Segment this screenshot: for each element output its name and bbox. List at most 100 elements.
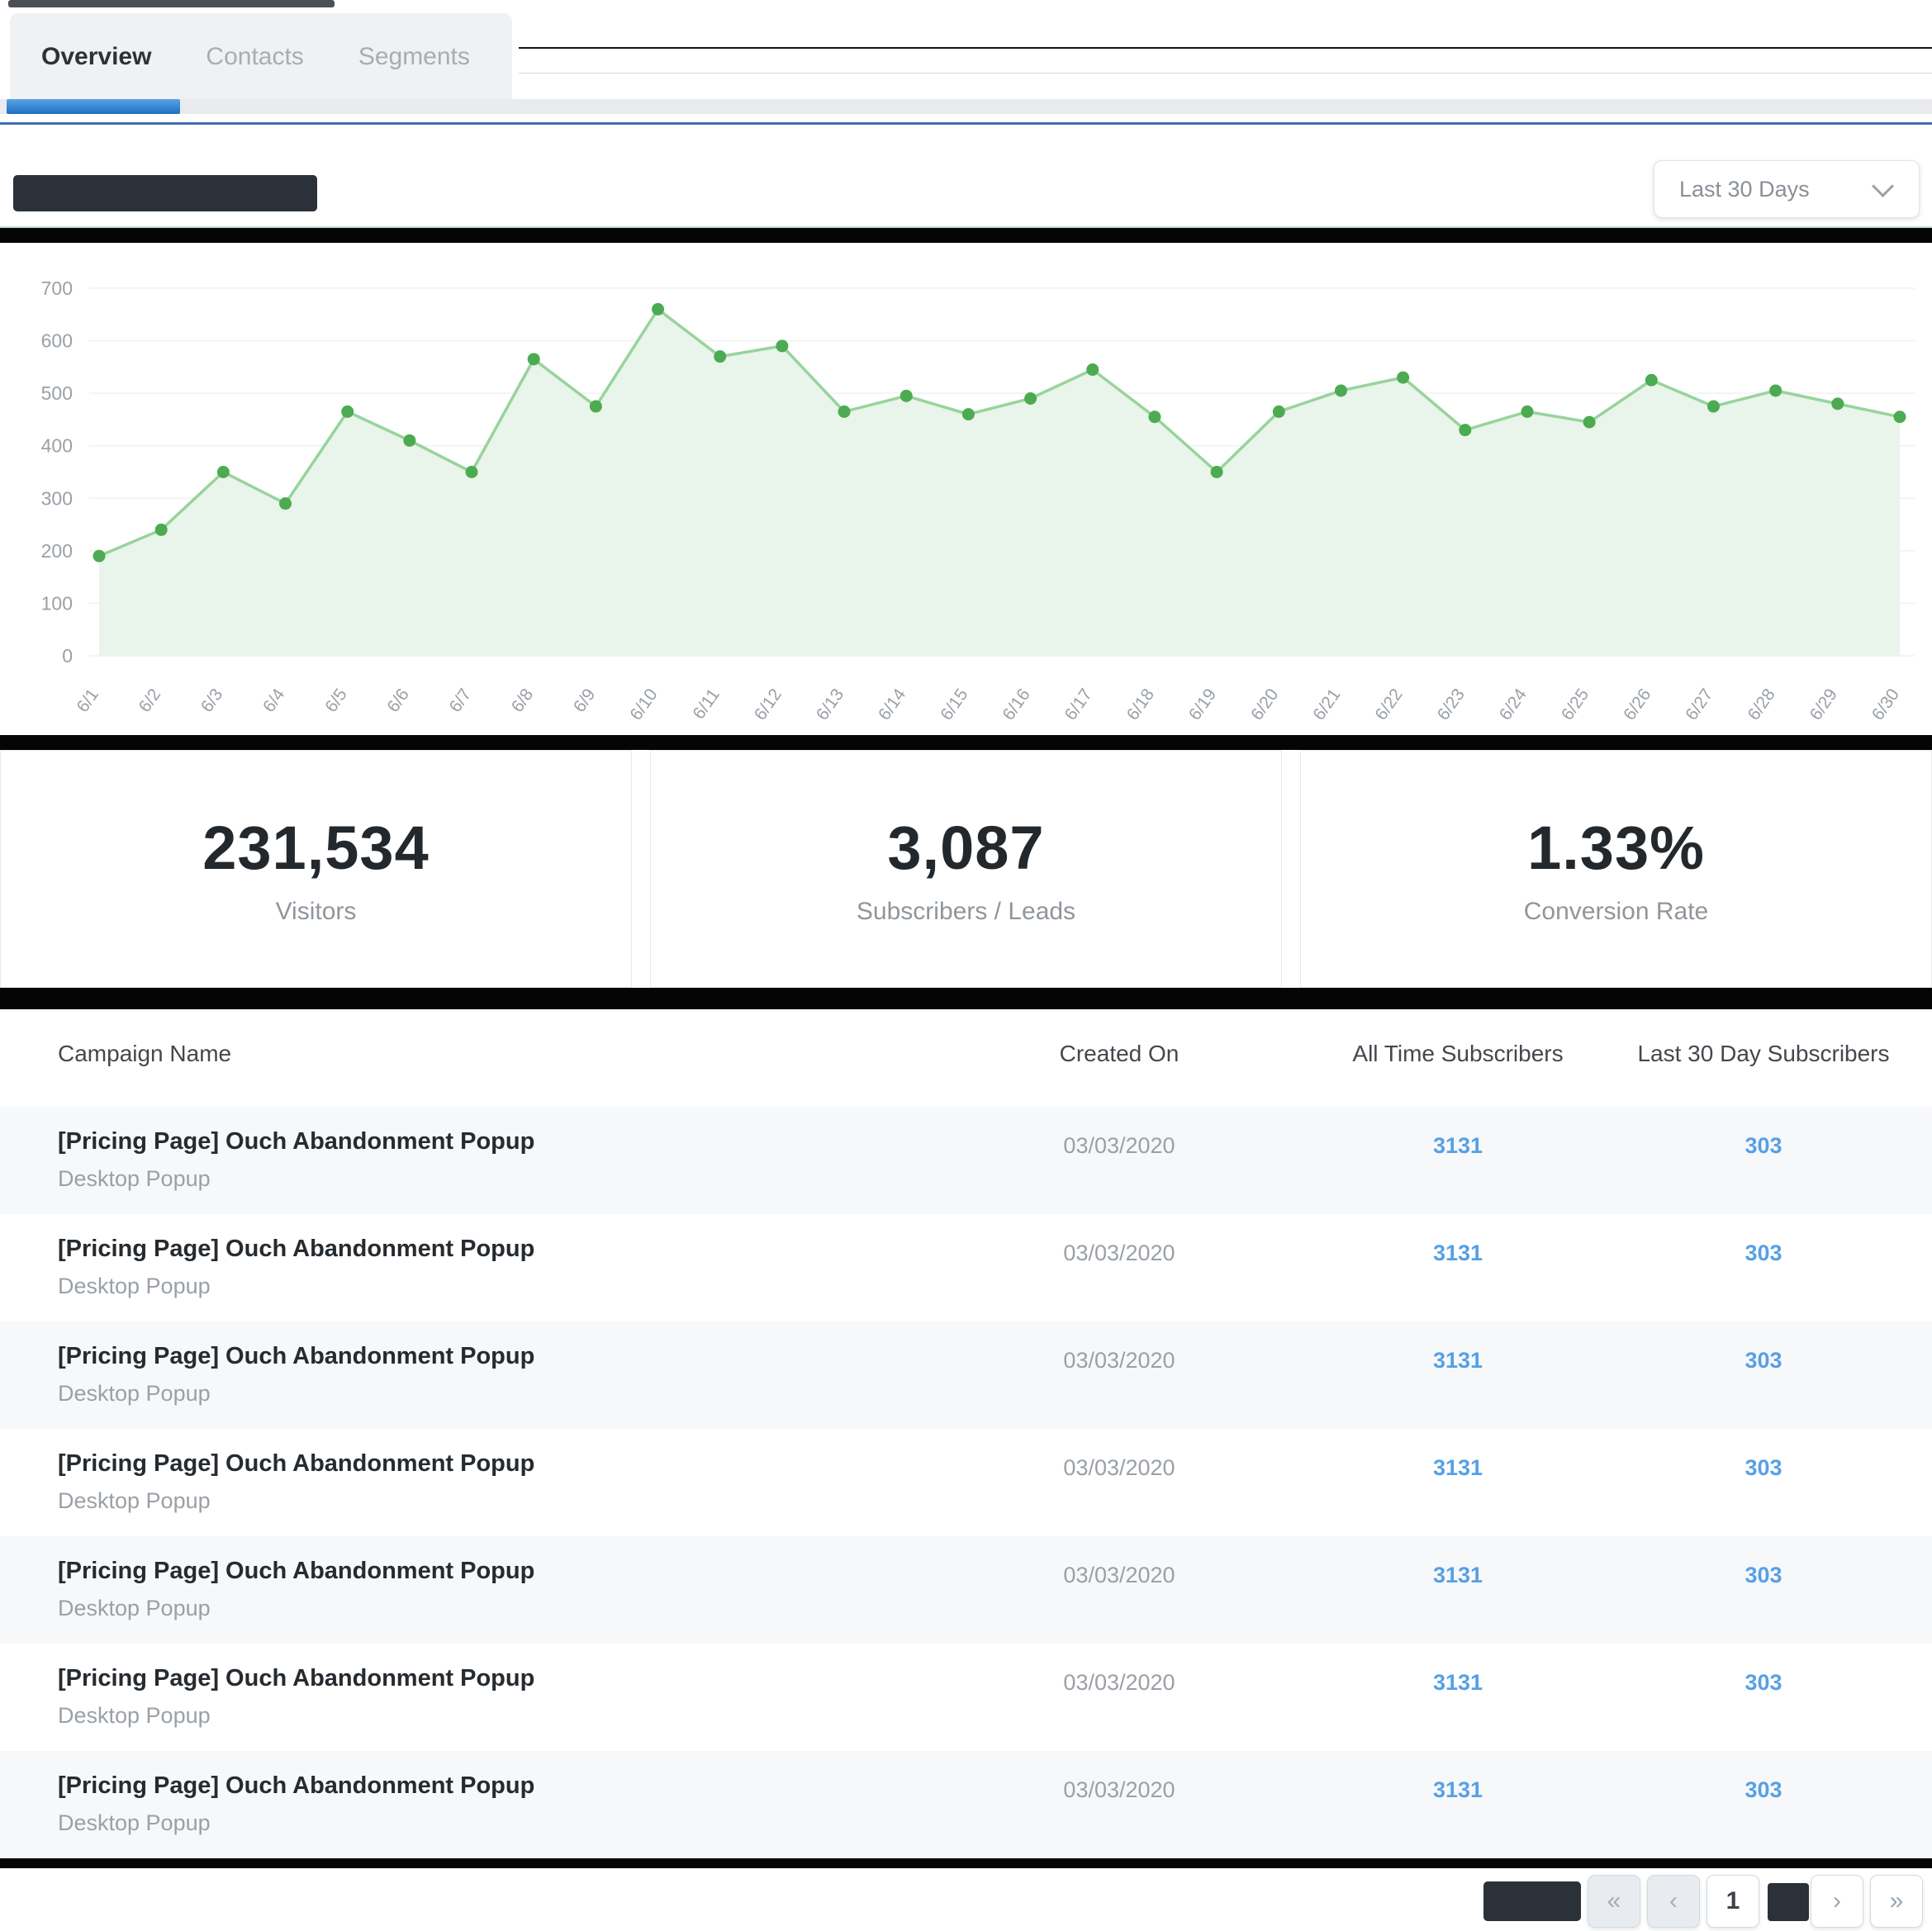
tab-segments[interactable]: Segments xyxy=(358,43,470,70)
svg-text:6/16: 6/16 xyxy=(999,686,1033,724)
table-row[interactable]: [Pricing Page] Ouch Abandonment Popup De… xyxy=(0,1321,1932,1429)
campaign-name[interactable]: [Pricing Page] Ouch Abandonment Popup xyxy=(58,1450,535,1477)
svg-text:6/1: 6/1 xyxy=(74,686,103,716)
svg-text:100: 100 xyxy=(41,592,73,614)
created-on-date: 03/03/2020 xyxy=(1063,1241,1175,1265)
campaign-name[interactable]: [Pricing Page] Ouch Abandonment Popup xyxy=(58,1558,535,1584)
column-header-all-time-subscribers: All Time Subscribers xyxy=(1352,1041,1564,1066)
campaign-name[interactable]: [Pricing Page] Ouch Abandonment Popup xyxy=(58,1665,535,1691)
tab-strip-track xyxy=(0,99,1932,114)
table-row[interactable]: [Pricing Page] Ouch Abandonment Popup De… xyxy=(0,1214,1932,1321)
campaign-type: Desktop Popup xyxy=(58,1381,211,1406)
svg-text:6/23: 6/23 xyxy=(1434,686,1469,724)
campaign-name[interactable]: [Pricing Page] Ouch Abandonment Popup xyxy=(58,1343,535,1369)
all-time-subscribers-link[interactable]: 3131 xyxy=(1432,1348,1483,1373)
all-time-subscribers-link[interactable]: 3131 xyxy=(1432,1777,1483,1802)
visitors-label: Visitors xyxy=(275,897,357,925)
all-time-subscribers-link[interactable]: 3131 xyxy=(1432,1563,1483,1587)
campaign-name[interactable]: [Pricing Page] Ouch Abandonment Popup xyxy=(58,1772,535,1799)
stat-card-subscribers: 3,087 Subscribers / Leads xyxy=(650,750,1282,988)
section-divider xyxy=(0,735,1932,750)
svg-text:500: 500 xyxy=(41,382,73,404)
pagination-next-button[interactable]: › xyxy=(1811,1875,1863,1928)
pagination-current-page[interactable]: 1 xyxy=(1707,1875,1759,1928)
campaign-type: Desktop Popup xyxy=(58,1810,211,1835)
chart-header xyxy=(0,122,1932,228)
svg-text:6/24: 6/24 xyxy=(1496,685,1531,724)
last-30-day-subscribers-link[interactable]: 303 xyxy=(1744,1348,1782,1373)
svg-text:6/17: 6/17 xyxy=(1061,686,1096,724)
created-on-date: 03/03/2020 xyxy=(1063,1670,1175,1695)
svg-text:6/30: 6/30 xyxy=(1868,686,1903,724)
svg-text:6/28: 6/28 xyxy=(1744,686,1778,724)
column-header-created-on: Created On xyxy=(1059,1041,1180,1066)
svg-text:6/15: 6/15 xyxy=(937,686,971,724)
pagination-first-button[interactable]: « xyxy=(1588,1875,1640,1928)
tab-contacts[interactable]: Contacts xyxy=(206,43,304,70)
svg-text:600: 600 xyxy=(41,330,73,352)
footer-bar xyxy=(0,1868,1932,1931)
svg-text:6/2: 6/2 xyxy=(135,686,165,716)
svg-text:300: 300 xyxy=(41,487,73,509)
subscribers-value: 3,087 xyxy=(887,813,1045,882)
all-time-subscribers-link[interactable]: 3131 xyxy=(1432,1455,1483,1480)
svg-text:6/6: 6/6 xyxy=(383,686,413,716)
svg-text:700: 700 xyxy=(41,278,73,299)
svg-text:6/12: 6/12 xyxy=(751,686,786,724)
last-30-day-subscribers-link[interactable]: 303 xyxy=(1744,1777,1782,1802)
created-on-date: 03/03/2020 xyxy=(1063,1133,1175,1158)
area-chart: 0 100 200 300 400 500 600 700 6/1 6/2 6/3 6/4 6/5 6/6… xyxy=(41,278,1915,724)
chevron-down-icon xyxy=(1872,174,1894,197)
svg-text:6/21: 6/21 xyxy=(1309,686,1344,724)
redacted-pagination-info xyxy=(1768,1883,1809,1921)
svg-text:0: 0 xyxy=(62,645,73,667)
all-time-subscribers-link[interactable]: 3131 xyxy=(1432,1241,1483,1265)
svg-text:6/19: 6/19 xyxy=(1185,686,1220,724)
all-time-subscribers-link[interactable]: 3131 xyxy=(1432,1133,1483,1158)
last-30-day-subscribers-link[interactable]: 303 xyxy=(1744,1563,1782,1587)
svg-text:6/29: 6/29 xyxy=(1806,686,1841,724)
campaign-type: Desktop Popup xyxy=(58,1274,211,1298)
divider-line xyxy=(519,73,1932,74)
section-divider xyxy=(0,988,1932,1009)
created-on-date: 03/03/2020 xyxy=(1063,1563,1175,1587)
table-header-row: Campaign Name Created On All Time Subscr… xyxy=(0,1009,1932,1107)
table-row[interactable]: [Pricing Page] Ouch Abandonment Popup De… xyxy=(0,1429,1932,1536)
table-row[interactable]: [Pricing Page] Ouch Abandonment Popup De… xyxy=(0,1751,1932,1858)
campaign-name[interactable]: [Pricing Page] Ouch Abandonment Popup xyxy=(58,1128,535,1155)
divider-line xyxy=(519,47,1932,49)
pagination-prev-button[interactable]: ‹ xyxy=(1647,1875,1700,1928)
visitors-value: 231,534 xyxy=(202,813,430,882)
active-tab-underline xyxy=(7,99,180,114)
campaign-name[interactable]: [Pricing Page] Ouch Abandonment Popup xyxy=(58,1236,535,1262)
conversion-label: Conversion Rate xyxy=(1523,897,1709,925)
created-on-date: 03/03/2020 xyxy=(1063,1777,1175,1802)
svg-text:6/20: 6/20 xyxy=(1247,686,1282,724)
date-range-select[interactable]: Last 30 Days xyxy=(1654,160,1920,218)
svg-text:6/22: 6/22 xyxy=(1371,686,1406,724)
svg-text:6/25: 6/25 xyxy=(1558,686,1593,724)
section-divider xyxy=(0,1858,1932,1868)
table-row[interactable]: [Pricing Page] Ouch Abandonment Popup De… xyxy=(0,1536,1932,1644)
last-30-day-subscribers-link[interactable]: 303 xyxy=(1744,1670,1782,1695)
svg-text:6/27: 6/27 xyxy=(1682,686,1716,724)
svg-text:6/10: 6/10 xyxy=(626,686,661,724)
section-divider xyxy=(0,228,1932,243)
table-row[interactable]: [Pricing Page] Ouch Abandonment Popup De… xyxy=(0,1644,1932,1751)
last-30-day-subscribers-link[interactable]: 303 xyxy=(1744,1455,1782,1480)
subscribers-label: Subscribers / Leads xyxy=(856,897,1076,925)
last-30-day-subscribers-link[interactable]: 303 xyxy=(1744,1133,1782,1158)
redacted-chart-title xyxy=(13,175,317,211)
last-30-day-subscribers-link[interactable]: 303 xyxy=(1744,1241,1782,1265)
all-time-subscribers-link[interactable]: 3131 xyxy=(1432,1670,1483,1695)
created-on-date: 03/03/2020 xyxy=(1063,1348,1175,1373)
tab-overview[interactable]: Overview xyxy=(41,43,152,70)
column-header-campaign-name: Campaign Name xyxy=(58,1041,232,1066)
svg-text:6/13: 6/13 xyxy=(813,686,847,724)
redacted-top-text xyxy=(8,0,335,7)
pagination-last-button[interactable]: » xyxy=(1870,1875,1923,1928)
svg-text:6/11: 6/11 xyxy=(689,686,723,723)
table-row[interactable]: [Pricing Page] Ouch Abandonment Popup De… xyxy=(0,1107,1932,1214)
svg-text:6/5: 6/5 xyxy=(321,686,351,716)
svg-text:6/18: 6/18 xyxy=(1123,686,1158,724)
